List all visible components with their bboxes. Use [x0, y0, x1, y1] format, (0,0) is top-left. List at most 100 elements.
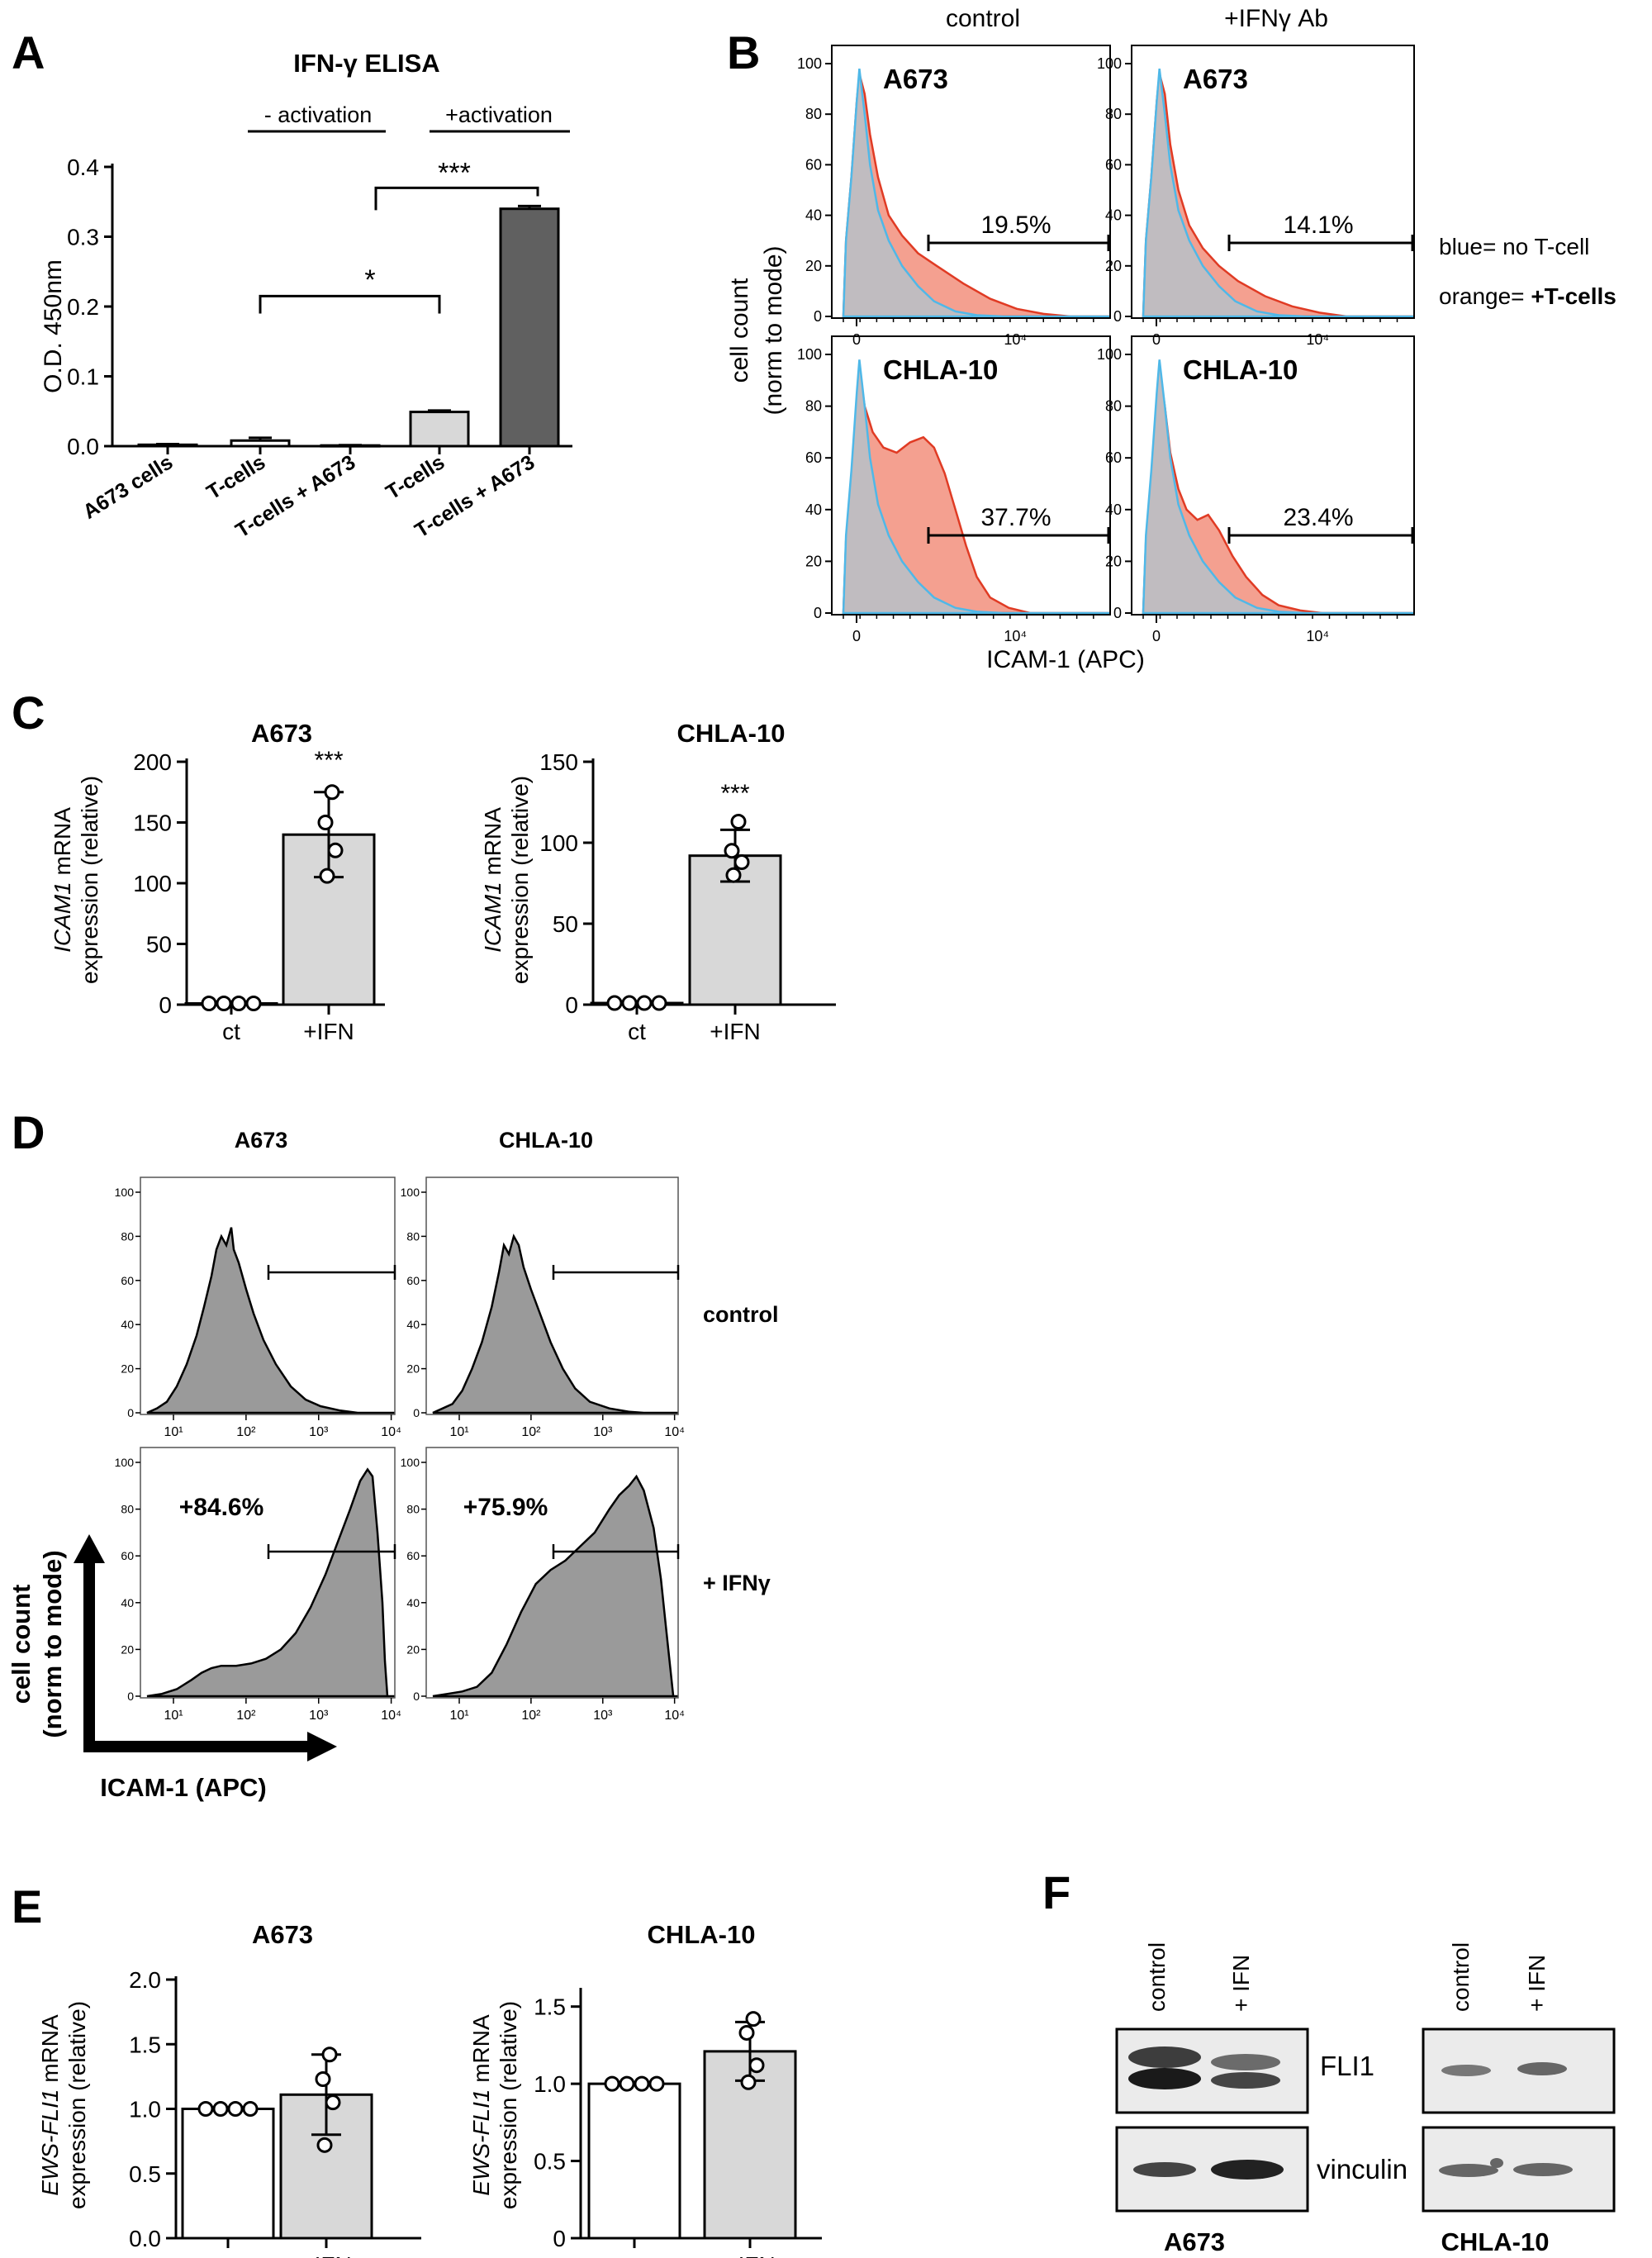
y-tick-label: 100	[401, 1456, 420, 1469]
gene-suffix: mRNA	[480, 807, 506, 882]
x-tick-label: 10³	[309, 1425, 329, 1439]
y-tick-label: 100	[115, 1186, 135, 1199]
gene-name: ICAM1	[480, 882, 506, 953]
data-point	[319, 868, 335, 884]
bar	[409, 411, 470, 448]
y-tick-label: 20	[121, 1362, 134, 1376]
y-tick-label: 0	[553, 2226, 566, 2251]
y-axis-label-left-2: expression (relative)	[64, 2001, 90, 2209]
gate-percent: 23.4%	[1283, 504, 1353, 531]
plot-frame	[140, 1177, 396, 1415]
panel-label-e: E	[12, 1880, 42, 1932]
band	[1211, 2054, 1280, 2070]
curve-no-t-cell	[842, 68, 1110, 318]
band	[1133, 2162, 1196, 2177]
axes-arrow-lines	[83, 1553, 314, 1752]
curve-no-t-cell	[1142, 68, 1414, 318]
y-tick-label: 40	[1105, 207, 1122, 224]
data-point	[634, 2075, 650, 2092]
y-tick-label: 1.5	[534, 1994, 566, 2020]
y-tick-label: 80	[805, 398, 822, 415]
band	[1441, 2065, 1491, 2076]
y-tick-label: 0	[413, 1690, 420, 1703]
gate-percent: 19.5%	[980, 212, 1051, 239]
x-tick-label: ct	[219, 2252, 237, 2258]
data-point	[621, 995, 638, 1011]
histogram-curve	[146, 1467, 395, 1698]
row-label-ifng: + IFNγ	[703, 1571, 771, 1595]
data-point	[733, 854, 750, 871]
x-tick-label: 10⁴	[1306, 331, 1329, 348]
y-tick-label: 80	[406, 1503, 420, 1516]
histogram-CHLA-ifng: 0 20 40 60 80 100 10¹ 10² 10³ 10⁴ +75.9%	[401, 1447, 685, 1723]
y-tick-label: 20	[805, 258, 822, 274]
curve-no-t-cell	[842, 359, 1110, 615]
y-tick-label: 80	[1105, 398, 1122, 415]
y-tick-label: 150	[539, 749, 578, 775]
legend-blue: blue= no T-cell	[1439, 234, 1589, 259]
x-tick-label: 10²	[521, 1425, 541, 1439]
chart-title-left: A673	[252, 1920, 313, 1949]
y-tick-label: 100	[797, 346, 822, 363]
y-tick-label: 1.5	[129, 2032, 161, 2057]
x-tick-label: ct	[628, 1019, 646, 1044]
y-tick-label: 0	[413, 1406, 420, 1419]
y-tick-label: 80	[121, 1503, 134, 1516]
row-label-control: control	[703, 1302, 779, 1327]
data-point	[227, 2101, 244, 2117]
lane-label-ifn-a673: + IFN	[1228, 1955, 1254, 2012]
histogram-CHLA-control: 0 20 40 60 80 100 10¹ 10² 10³ 10⁴	[401, 1177, 685, 1439]
x-tick-label: +IFN	[724, 2252, 775, 2258]
plot-area-right: 0 0.5 1.0 1.5 ct +IFN	[534, 1988, 822, 2258]
row-label: A673	[883, 64, 948, 94]
x-tick-label: 10⁴	[1306, 628, 1329, 644]
panel-label-d: D	[12, 1106, 45, 1158]
x-axis-label: ICAM-1 (APC)	[986, 646, 1145, 673]
y-tick-label: 60	[121, 1274, 134, 1287]
gene-suffix: mRNA	[468, 2014, 494, 2089]
band	[1128, 2068, 1201, 2089]
gene-suffix: mRNA	[37, 2014, 63, 2089]
y-tick-label: 0	[1113, 308, 1122, 325]
plot-frame	[1131, 335, 1415, 616]
legend-orange-bold: +T-cells	[1531, 283, 1616, 309]
data-point	[242, 2101, 259, 2117]
y-axis-label-right-1: ICAM1 mRNA	[480, 807, 506, 953]
band	[1513, 2163, 1573, 2176]
group-label-right: +activation	[445, 102, 553, 127]
data-point	[321, 2046, 338, 2063]
row-label: CHLA-10	[1183, 354, 1298, 385]
y-tick-label: 40	[406, 1318, 420, 1331]
gate-percent: 37.7%	[980, 504, 1051, 531]
plot-area-left: 0 50 100 150 200 ct +IFN ***	[133, 747, 385, 1044]
band	[1211, 2160, 1284, 2180]
y-tick-label: 0.5	[534, 2149, 566, 2175]
plot-area-right: 0 50 100 150 ct +IFN ***	[539, 749, 836, 1044]
y-tick-label: 1.0	[534, 2071, 566, 2097]
gene-suffix: mRNA	[50, 807, 75, 882]
y-tick-label: 1.0	[129, 2097, 161, 2123]
band	[1517, 2062, 1567, 2075]
y-tick-label: 60	[1105, 449, 1122, 466]
x-axis-label: ICAM-1 (APC)	[100, 1773, 267, 1802]
data-point	[740, 2074, 757, 2090]
significance-label: ***	[314, 747, 343, 774]
lane-label-control-a673: control	[1144, 1942, 1170, 2012]
curve-no-t-cell	[1142, 359, 1414, 615]
x-tick-label: A673 cells	[79, 450, 178, 524]
column-label-control: control	[946, 5, 1020, 32]
y-tick-label: 80	[406, 1229, 420, 1243]
y-tick-label: 80	[805, 106, 822, 122]
significance-label: ***	[438, 158, 471, 189]
histogram-A673-control: 0 20 40 60 80 100 0 10⁴ A673 19.5%	[797, 45, 1111, 348]
x-tick-label: ct	[625, 2252, 643, 2258]
y-tick-label: 60	[805, 449, 822, 466]
gene-name: ICAM1	[50, 882, 75, 953]
y-tick-label: 40	[121, 1318, 134, 1331]
lane-label-ifn-chla10: + IFN	[1524, 1955, 1550, 2012]
chart-title: IFN-γ ELISA	[293, 49, 439, 78]
bar	[499, 207, 560, 448]
data-point	[325, 2094, 341, 2111]
histogram-curves	[842, 359, 1110, 615]
data-point	[245, 996, 262, 1012]
